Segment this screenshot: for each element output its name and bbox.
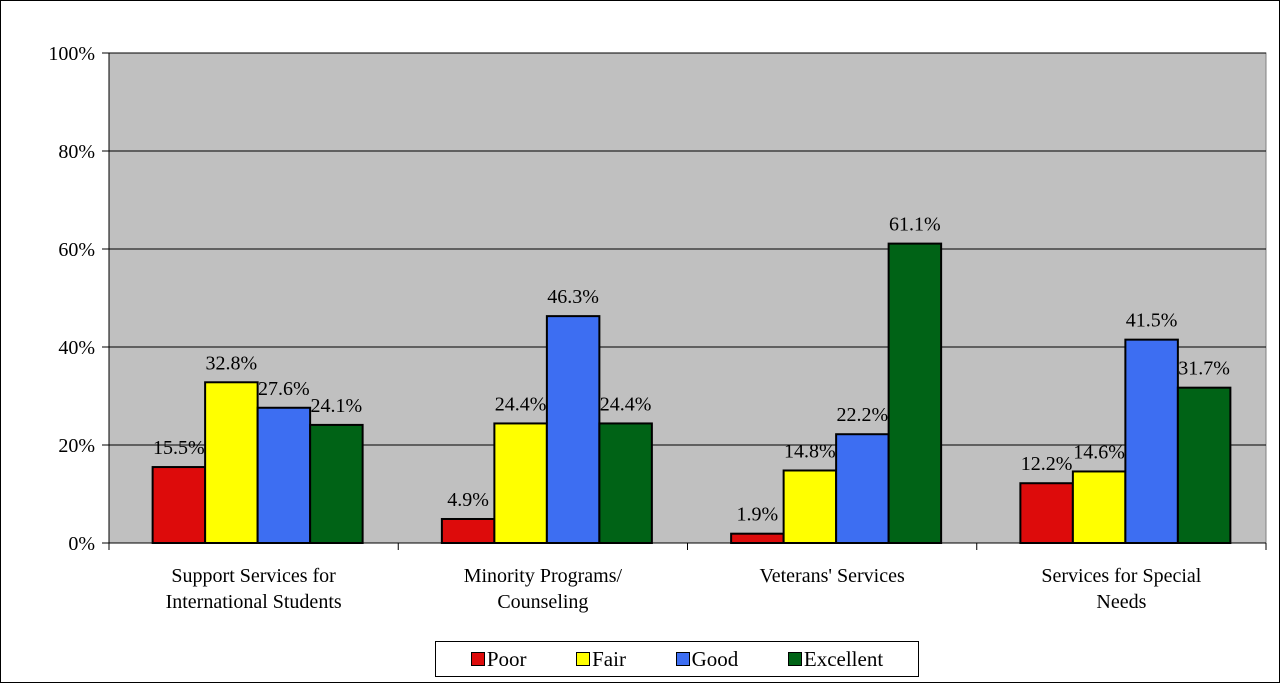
legend-label: Good — [691, 646, 739, 671]
legend-label: Fair — [592, 646, 626, 671]
x-category-label: International Students — [166, 591, 342, 613]
bar-fair — [782, 469, 838, 545]
data-label: 41.5% — [1126, 310, 1178, 332]
bar-good — [256, 406, 312, 545]
bar-fair — [493, 422, 548, 544]
bar-excellent — [309, 423, 364, 544]
bar-good — [835, 433, 890, 544]
x-category-label: Support Services for — [171, 565, 336, 587]
legend: Poor Fair Good Excellent — [435, 641, 919, 677]
x-category-label: Services for Special — [1041, 565, 1201, 587]
data-label: 15.5% — [153, 437, 205, 459]
data-label: 27.6% — [258, 378, 310, 400]
bar-good — [1124, 338, 1179, 544]
data-label: 12.2% — [1021, 453, 1073, 475]
bar-chart: 0% 20% 40% 60% 80% 100% 15.5% 32.8%27.6%24.1% Su… — [48, 43, 1267, 613]
data-label: 24.1% — [311, 395, 363, 417]
bar-good — [545, 315, 601, 544]
data-label: 24.4% — [600, 393, 652, 415]
legend-item-poor: Poor — [470, 646, 527, 672]
y-tick-label: 100% — [48, 43, 95, 65]
y-tick-label: 60% — [58, 239, 95, 261]
data-label: 14.6% — [1073, 441, 1125, 463]
legend-swatch — [576, 652, 591, 666]
legend-swatch — [787, 652, 802, 666]
bar-poor — [440, 517, 496, 544]
data-label: 14.8% — [784, 440, 836, 462]
legend-label: Excellent — [803, 646, 884, 671]
data-label: 1.9% — [737, 504, 779, 526]
data-label: 4.9% — [447, 489, 489, 511]
y-tick-label: 20% — [58, 435, 95, 457]
bar-excellent — [887, 242, 943, 545]
data-label: 22.2% — [837, 404, 889, 426]
bar-poor — [1019, 482, 1074, 544]
y-tick-label: 40% — [58, 337, 95, 359]
x-category-label: Counseling — [497, 591, 588, 613]
y-tick-label: 80% — [58, 141, 95, 163]
x-category-label: Needs — [1096, 591, 1146, 613]
bar-fair — [1071, 470, 1127, 544]
legend-item-fair: Fair — [576, 647, 626, 672]
x-category-label: Minority Programs/ — [464, 565, 623, 587]
legend-label: Poor — [486, 646, 527, 671]
data-label: 46.3% — [547, 286, 599, 308]
bar-poor — [151, 466, 207, 544]
legend-item-good: Good — [675, 646, 739, 672]
data-label: 61.1% — [889, 214, 941, 236]
bar-poor — [730, 532, 785, 545]
bar-fair — [204, 381, 259, 544]
data-label: 24.4% — [495, 393, 547, 415]
data-label: 31.7% — [1178, 358, 1230, 380]
bar-excellent — [1176, 386, 1232, 545]
y-tick-label: 0% — [68, 533, 95, 555]
legend-swatch — [470, 652, 485, 666]
bar-excellent — [598, 422, 653, 544]
legend-item-excellent: Excellent — [787, 646, 884, 672]
legend-swatch — [675, 652, 690, 666]
x-category-label: Veterans' Services — [760, 565, 905, 587]
data-label: 32.8% — [206, 352, 258, 374]
